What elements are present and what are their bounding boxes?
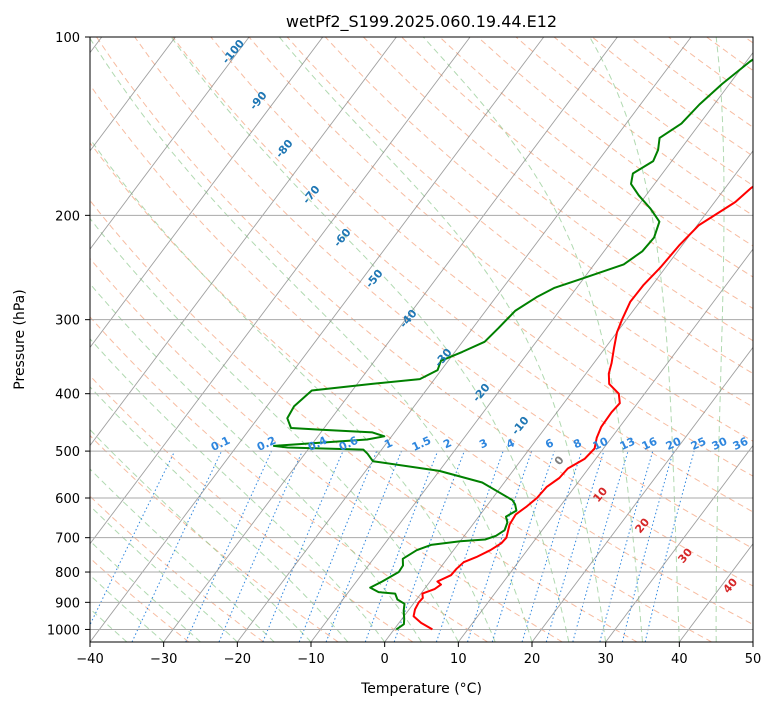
moist-adiabat-line	[90, 428, 312, 642]
isotherm-line	[90, 37, 250, 250]
isotherm-line	[90, 37, 545, 642]
mixing-ratio-line	[621, 450, 674, 642]
x-tick-label: 10	[450, 652, 467, 667]
y-tick-label: 700	[55, 532, 80, 547]
mixing-ratio-label: 16	[640, 435, 660, 453]
isotherm-line	[531, 346, 753, 642]
isotherm-line	[236, 37, 692, 642]
x-tick-label: −40	[76, 652, 103, 667]
dry-adiabat-line	[90, 199, 638, 642]
isotherm-line	[310, 51, 753, 642]
mixing-ratio-label: 13	[618, 435, 637, 453]
mixing-ratio-line	[599, 450, 654, 642]
mixing-ratio-label: 10	[591, 435, 611, 453]
x-tick-label: 50	[745, 652, 762, 667]
moist-adiabat-line	[90, 386, 349, 642]
mixing-ratio-line	[185, 450, 272, 642]
dry-adiabat-line	[172, 37, 753, 513]
moist-adiabat-line	[90, 540, 201, 642]
y-tick-label: 100	[55, 31, 80, 46]
moist-adiabat-line	[90, 282, 422, 642]
x-tick-label: −30	[150, 652, 177, 667]
y-tick-label: 500	[55, 445, 80, 460]
dry-adiabat-line	[96, 37, 753, 587]
mixing-ratio-line	[491, 450, 555, 642]
moist-adiabat-line	[589, 37, 680, 642]
x-tick-label: 20	[524, 652, 541, 667]
mixing-ratio-label: 36	[731, 435, 751, 453]
moist-adiabat-line	[90, 574, 165, 642]
moist-adiabat-line	[90, 138, 496, 642]
mixing-ratio-line	[298, 450, 378, 642]
moist-adiabat-line	[90, 505, 238, 642]
x-tick-label: −10	[297, 652, 324, 667]
moist-adiabat-line	[422, 37, 643, 642]
dry-adiabat-line	[90, 84, 753, 625]
isotherm-line	[457, 248, 753, 642]
moist-adiabat-line	[170, 37, 570, 642]
mixing-ratio-label: 20	[664, 435, 684, 453]
y-tick-label: 600	[55, 492, 80, 507]
isotherm-line	[163, 37, 618, 642]
x-tick-label: 40	[671, 652, 688, 667]
y-tick-label: 400	[55, 388, 80, 403]
mixing-ratio-line	[467, 450, 533, 642]
moist-adiabat-line	[90, 468, 275, 642]
moist-adiabat-line	[278, 37, 607, 642]
x-tick-label: 0	[381, 652, 389, 667]
mixing-ratio-line	[572, 450, 629, 642]
mixing-ratio-line	[90, 450, 176, 626]
mixing-ratio-line	[218, 450, 303, 642]
isotherm-line	[605, 444, 753, 642]
isotherm-line	[90, 37, 397, 447]
mixing-ratio-line	[364, 450, 439, 642]
x-axis-label: Temperature (°C)	[360, 681, 482, 697]
y-tick-label: 800	[55, 566, 80, 581]
isotherm-line	[90, 37, 324, 349]
data-layer	[272, 58, 753, 631]
moist-adiabat-line	[90, 217, 459, 642]
y-tick-label: 200	[55, 209, 80, 224]
dry-adiabat-line	[90, 257, 563, 642]
moist-adiabat-line	[90, 37, 533, 642]
dry-adiabat-line	[401, 37, 753, 310]
dry-adiabat-line	[210, 37, 753, 477]
dry-adiabat-line	[363, 37, 753, 342]
x-tick-label: 30	[597, 652, 614, 667]
x-tick-label: −20	[224, 652, 251, 667]
mixing-ratio-line	[262, 450, 344, 642]
moist-adiabat-line	[90, 338, 386, 642]
y-tick-label: 300	[55, 314, 80, 329]
y-tick-label: 900	[55, 596, 80, 611]
y-tick-label: 1000	[47, 623, 80, 638]
isotherm-line	[90, 37, 471, 545]
dry-adiabat-line	[134, 37, 753, 550]
temperature-line	[412, 185, 753, 631]
mixing-ratio-line	[521, 450, 583, 642]
plot-frame	[89, 36, 754, 643]
mixing-ratio-line	[435, 450, 504, 642]
mixing-ratio-line	[325, 450, 402, 642]
dewpoint-line	[272, 58, 753, 631]
y-axis-label: Pressure (hPa)	[12, 289, 28, 389]
chart-title: wetPf2_S199.2025.060.19.44.E12	[286, 12, 557, 32]
axes-layer: −40 −30 −20 −10 0 10 20 30 40 50 100 200 300 400 500 60…	[47, 31, 761, 667]
mixing-ratio-label: 30	[710, 435, 730, 453]
grid-layer	[90, 37, 753, 642]
mixing-ratio-line	[545, 450, 605, 642]
moist-adiabat-line	[715, 37, 725, 642]
isotherm-line	[90, 37, 176, 152]
mixing-ratio-label: 25	[689, 435, 708, 453]
dry-adiabat-line	[248, 37, 753, 442]
